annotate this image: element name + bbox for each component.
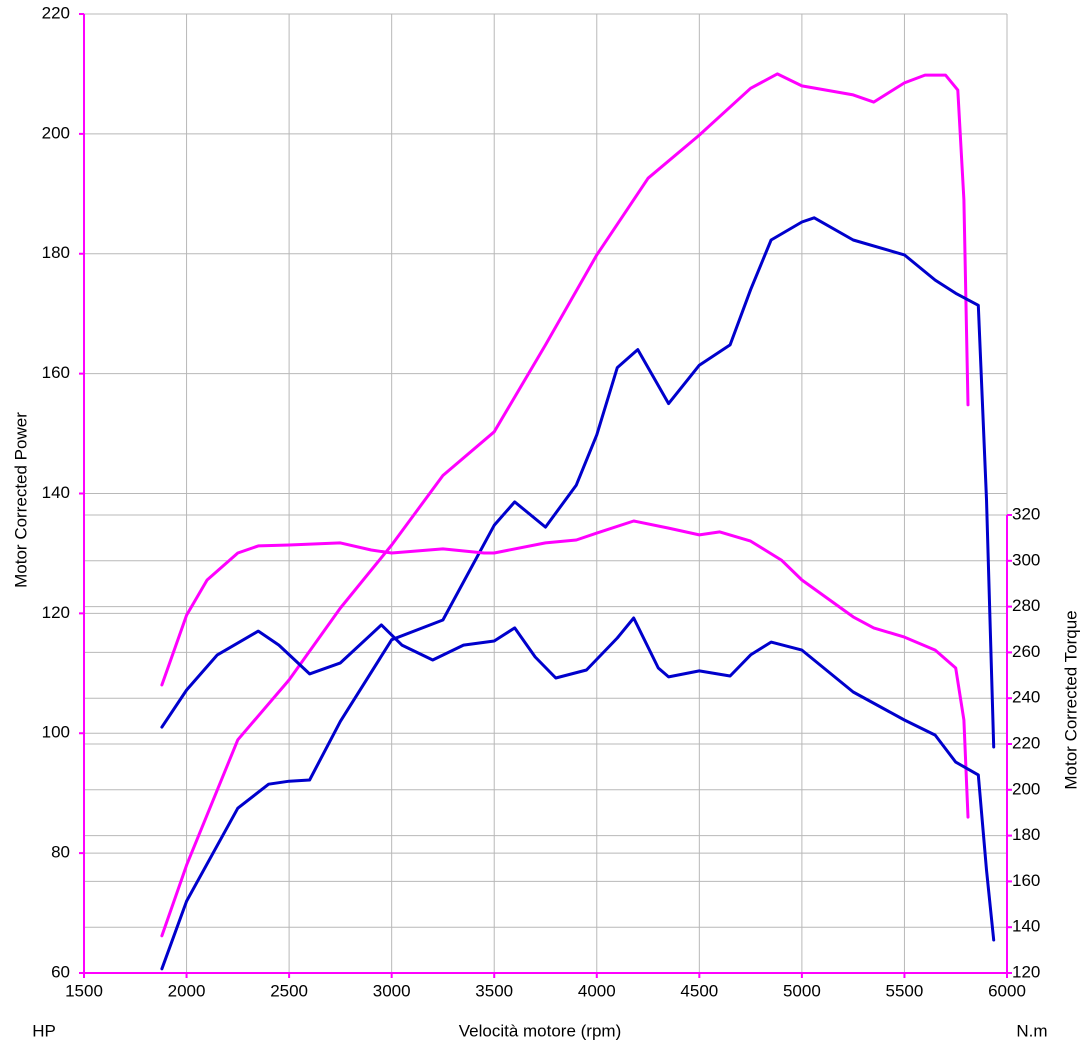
y2-tick-label: 260 (1012, 642, 1040, 661)
series-line (160, 519, 970, 819)
y2-tick-label: 280 (1012, 596, 1040, 615)
y-tick-label: 180 (42, 243, 70, 262)
x-tick-label: 4500 (680, 981, 718, 1000)
y-tick-label: 100 (42, 723, 70, 742)
y2-tick-label: 240 (1012, 688, 1040, 707)
x-tick-label: 2500 (270, 981, 308, 1000)
y-unit: HP (32, 1021, 56, 1040)
series-line (160, 72, 970, 938)
y2-tick-label: 200 (1012, 779, 1040, 798)
y-tick-label: 60 (51, 962, 70, 981)
y-tick-label: 120 (42, 603, 70, 622)
x-tick-label: 4000 (578, 981, 616, 1000)
y-axis-label: Motor Corrected Power (11, 412, 30, 588)
y-tick-label: 220 (42, 3, 70, 22)
y2-tick-label: 300 (1012, 550, 1040, 569)
y2-tick-label: 120 (1012, 962, 1040, 981)
y2-unit: N.m (1016, 1021, 1047, 1040)
y-tick-label: 80 (51, 843, 70, 862)
y2-axis-label: Motor Corrected Torque (1061, 610, 1080, 789)
x-tick-label: 3500 (475, 981, 513, 1000)
x-axis-label: Velocità motore (rpm) (459, 1021, 622, 1040)
y-tick-label: 140 (42, 483, 70, 502)
x-tick-label: 3000 (373, 981, 411, 1000)
y-tick-label: 200 (42, 123, 70, 142)
x-tick-label: 1500 (65, 981, 103, 1000)
y2-tick-label: 320 (1012, 504, 1040, 523)
x-tick-label: 5500 (886, 981, 924, 1000)
y2-tick-label: 180 (1012, 825, 1040, 844)
y2-tick-label: 160 (1012, 871, 1040, 890)
x-tick-label: 2000 (168, 981, 206, 1000)
y2-tick-label: 140 (1012, 917, 1040, 936)
series-line (160, 616, 996, 942)
x-tick-label: 6000 (988, 981, 1026, 1000)
y-tick-label: 160 (42, 363, 70, 382)
y2-tick-label: 220 (1012, 733, 1040, 752)
series-line (160, 216, 996, 971)
x-tick-label: 5000 (783, 981, 821, 1000)
